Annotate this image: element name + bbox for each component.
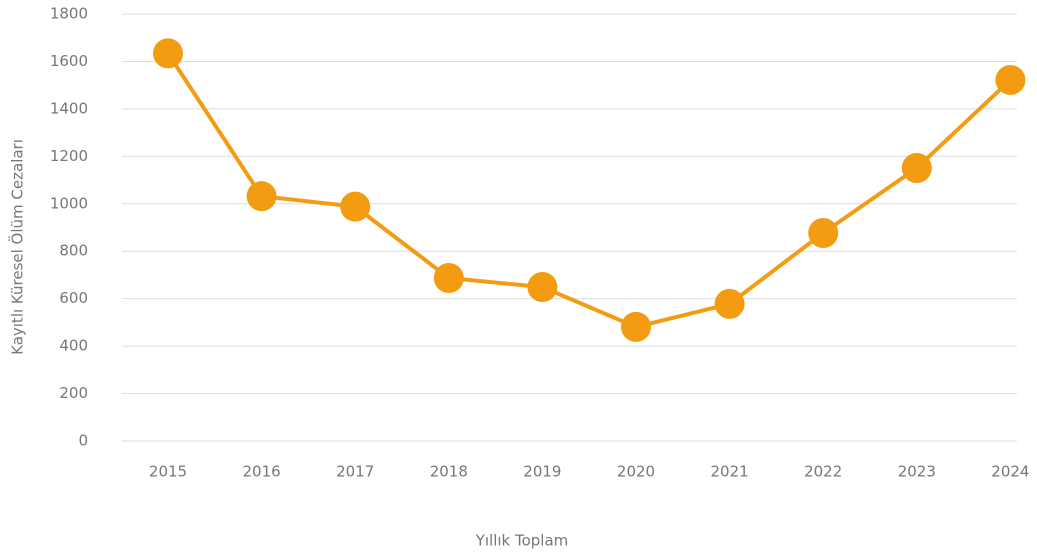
y-tick-label: 1400 (50, 99, 88, 117)
y-tick-label: 1200 (50, 147, 88, 165)
y-tick-label: 1000 (50, 194, 88, 212)
y-tick-label: 600 (59, 289, 88, 307)
marker (340, 191, 371, 222)
y-tick-label: 400 (59, 337, 88, 355)
line (166, 52, 1012, 329)
marker (901, 152, 932, 183)
marker (995, 64, 1026, 95)
x-tick-label: 2018 (430, 463, 468, 481)
marker (153, 38, 183, 69)
y-tick-label: 1800 (50, 5, 88, 23)
y-axis-title: Kayıtlı Küresel Ölüm Cezaları (8, 139, 27, 355)
y-tick-label: 200 (59, 384, 88, 402)
x-tick-label: 2024 (991, 463, 1029, 481)
x-tick-label: 2020 (617, 463, 655, 481)
x-tick-label: 2019 (523, 463, 561, 481)
x-axis-title: Yıllık Toplam (475, 532, 569, 550)
marker (621, 311, 651, 342)
x-tick-label: 2016 (243, 463, 281, 481)
y-tick-label: 1600 (50, 52, 88, 70)
marker (433, 263, 464, 294)
x-tick-label: 2017 (336, 463, 374, 481)
marker (527, 272, 558, 303)
x-tick-label: 2023 (898, 463, 936, 481)
marker (714, 288, 745, 319)
x-tick-label: 2015 (149, 463, 187, 481)
x-tick-label: 2022 (804, 463, 842, 481)
marker (808, 217, 839, 248)
y-tick-label: 0 (78, 432, 88, 450)
marker (246, 181, 277, 212)
x-tick-label: 2021 (711, 463, 749, 481)
y-tick-label: 800 (59, 242, 88, 260)
